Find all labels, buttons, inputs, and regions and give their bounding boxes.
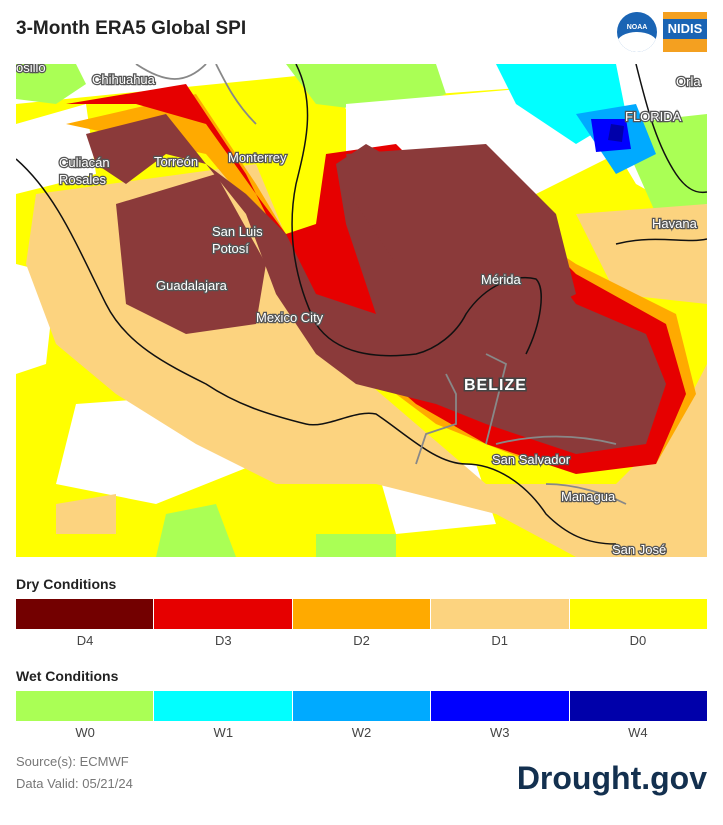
d4-areas	[86, 114, 666, 454]
legend-label-d1: D1	[491, 633, 509, 648]
city-labels: osillo Chihuahua Culiacán Rosales Torreó…	[16, 64, 703, 557]
city-label-san-luis-2: Potosí	[212, 241, 249, 256]
wet-legend-title: Wet Conditions	[16, 668, 119, 684]
legend-swatch-w3	[431, 691, 570, 721]
wet-legend-bar	[16, 691, 708, 721]
legend-label-w3: W3	[489, 725, 510, 740]
city-label-florida: FLORIDA	[625, 109, 682, 124]
dry-legend-title: Dry Conditions	[16, 576, 117, 592]
city-label-san-salvador: San Salvador	[492, 452, 571, 467]
city-label-merida: Mérida	[481, 272, 522, 287]
legend-label-w2: W2	[351, 725, 372, 740]
wet-legend-labels: W0 W1 W2 W3 W4	[16, 725, 707, 740]
noaa-logo-text: NOAA	[626, 24, 648, 31]
country-label-belize: BELIZE	[464, 377, 527, 394]
city-label-guadalajara: Guadalajara	[156, 278, 228, 293]
borders	[135, 64, 627, 505]
legend-label-d4: D4	[76, 633, 94, 648]
legend-swatch-w1	[154, 691, 293, 721]
wet-areas	[496, 64, 656, 174]
legend-label-w1: W1	[213, 725, 234, 740]
coastlines	[16, 64, 707, 545]
dry-legend-labels: D4 D3 D2 D1 D0	[16, 633, 707, 648]
city-label-orlando: Orla	[676, 74, 701, 89]
map-canvas: osillo Chihuahua Culiacán Rosales Torreó…	[16, 64, 707, 557]
city-label-culiacan: Culiacán	[59, 155, 110, 170]
legend-swatch-w2	[292, 691, 432, 721]
legend-label-w4: W4	[628, 725, 648, 740]
logo-group: NOAA NIDIS	[617, 12, 707, 52]
legend-swatch-d4	[16, 599, 155, 629]
legend-swatch-d2	[292, 599, 432, 629]
legend-swatch-d0	[569, 599, 708, 629]
city-label-torreon: Torreón	[154, 154, 198, 169]
legend-swatch-d1	[431, 599, 570, 629]
nidis-logo-text: NIDIS	[663, 19, 707, 39]
city-label-mexico-city: Mexico City	[256, 310, 324, 325]
city-label-san-jose: San José	[612, 542, 666, 557]
city-label-rosales: Rosales	[59, 172, 106, 187]
city-label-havana: Havana	[652, 216, 698, 231]
legend-swatch-d3	[154, 599, 293, 629]
city-label-chihuahua: Chihuahua	[92, 72, 156, 87]
dry-legend-bar	[16, 599, 708, 629]
legend-swatch-w4	[569, 691, 708, 721]
legend-swatch-w0	[16, 691, 155, 721]
data-valid-text: Data Valid: 05/21/24	[16, 776, 133, 791]
noaa-logo[interactable]: NOAA	[617, 12, 657, 52]
page-title: 3-Month ERA5 Global SPI	[16, 18, 247, 39]
nidis-logo[interactable]: NIDIS	[663, 12, 707, 52]
legend-label-d2: D2	[353, 633, 370, 648]
legend-label-w0: W0	[75, 725, 95, 740]
legend-label-d0: D0	[629, 633, 647, 648]
drought-gov-brand[interactable]: Drought.gov	[516, 760, 707, 796]
source-text: Source(s): ECMWF	[16, 754, 129, 769]
city-label-hermosillo: osillo	[16, 64, 46, 75]
city-label-monterrey: Monterrey	[228, 150, 287, 165]
spi-map[interactable]: osillo Chihuahua Culiacán Rosales Torreó…	[16, 64, 707, 557]
city-label-san-luis-1: San Luis	[212, 224, 263, 239]
legend-label-d3: D3	[214, 633, 232, 648]
city-label-managua: Managua	[561, 489, 616, 504]
